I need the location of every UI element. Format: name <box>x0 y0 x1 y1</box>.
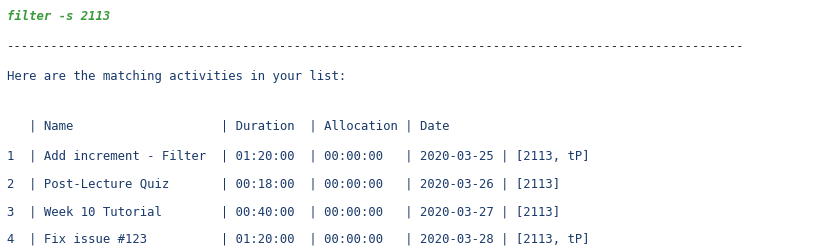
Text: 1  | Add increment - Filter  | 01:20:00  | 00:00:00   | 2020-03-25 | [2113, tP]: 1 | Add increment - Filter | 01:20:00 | … <box>7 150 590 163</box>
Text: | Name                    | Duration  | Allocation | Date: | Name | Duration | Allocation | Date <box>7 120 449 133</box>
Text: 2  | Post-Lecture Quiz       | 00:18:00  | 00:00:00   | 2020-03-26 | [2113]: 2 | Post-Lecture Quiz | 00:18:00 | 00:00… <box>7 178 560 190</box>
Text: --------------------------------------------------------------------------------: ----------------------------------------… <box>7 40 744 53</box>
Text: filter -s 2113: filter -s 2113 <box>7 10 110 23</box>
Text: Here are the matching activities in your list:: Here are the matching activities in your… <box>7 70 346 83</box>
Text: 4  | Fix issue #123          | 01:20:00  | 00:00:00   | 2020-03-28 | [2113, tP]: 4 | Fix issue #123 | 01:20:00 | 00:00:00… <box>7 232 590 245</box>
Text: 3  | Week 10 Tutorial        | 00:40:00  | 00:00:00   | 2020-03-27 | [2113]: 3 | Week 10 Tutorial | 00:40:00 | 00:00:… <box>7 205 560 218</box>
